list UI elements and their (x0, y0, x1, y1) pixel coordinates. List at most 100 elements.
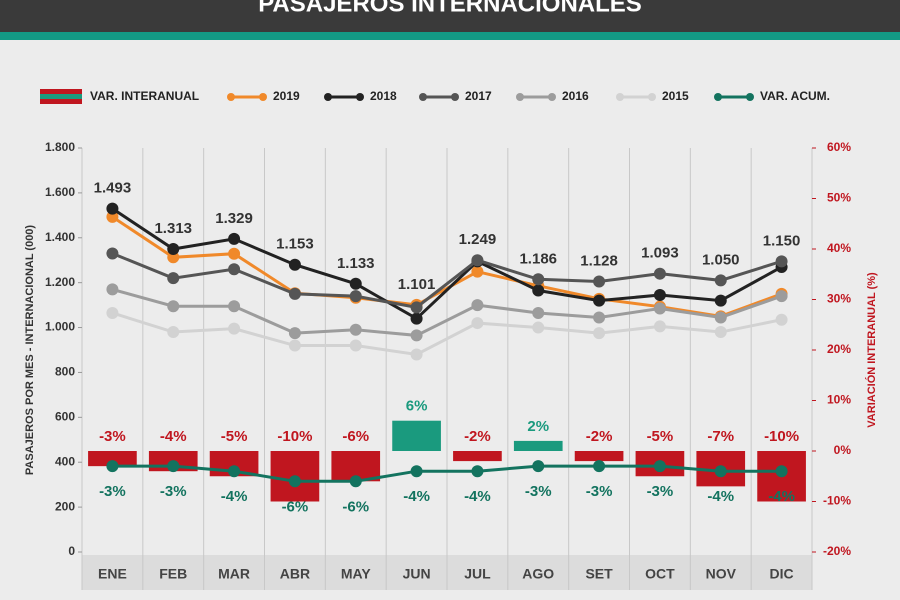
bar-value-label: -3% (99, 428, 126, 445)
line-value-label: -6% (342, 498, 369, 515)
legend-marker (714, 93, 722, 101)
legend-marker (616, 93, 624, 101)
series-point (532, 273, 545, 286)
series-point (593, 275, 606, 288)
bar (392, 420, 441, 451)
x-tick-label: MAY (341, 566, 371, 582)
series-point (532, 284, 545, 297)
line-value-label: -4% (221, 488, 248, 505)
y2-tick-label: 20% (827, 342, 851, 356)
series-point (410, 348, 423, 361)
line-value-label: 1.093 (641, 245, 679, 262)
series-point (228, 300, 241, 313)
bar-value-label: -6% (342, 428, 369, 445)
legend-marker (356, 93, 364, 101)
y2-tick-label: 30% (827, 292, 851, 306)
x-tick-label: AGO (522, 566, 554, 582)
line-value-label: 1.133 (337, 255, 375, 272)
bar-value-label: -2% (586, 428, 613, 445)
line-value-label: 1.150 (763, 232, 801, 249)
legend-marker (419, 93, 427, 101)
bar (574, 451, 624, 462)
line-value-label: -4% (464, 488, 491, 505)
series-point (653, 267, 666, 280)
x-tick-label: JUN (403, 566, 431, 582)
series-line (112, 464, 782, 483)
series-point (228, 465, 241, 478)
line-value-label: -4% (707, 488, 734, 505)
legend-label: 2019 (273, 89, 300, 103)
bar-value-label: -5% (221, 428, 248, 445)
series-point (775, 255, 788, 268)
bar-value-label: -7% (707, 428, 734, 445)
y2-axis-label: VARIACIÓN INTERANUAL (%) (865, 272, 878, 428)
line-value-label: 1.186 (519, 250, 557, 267)
legend-marker (648, 93, 656, 101)
series-point (775, 290, 788, 303)
y2-tick-label: -20% (823, 544, 851, 558)
bar-value-label: 6% (406, 398, 428, 415)
series-point (471, 465, 484, 478)
y-tick-label: 400 (55, 454, 75, 468)
bar-value-label: 2% (527, 418, 549, 435)
bar-value-label: -10% (277, 428, 312, 445)
legend-label: 2015 (662, 89, 689, 103)
y2-tick-label: 10% (827, 393, 851, 407)
series-point (106, 460, 119, 473)
series-point (471, 254, 484, 267)
series-line (111, 311, 782, 357)
line-value-label: 1.329 (215, 210, 253, 227)
series-point (288, 327, 301, 340)
line-value-label: -3% (586, 483, 613, 500)
series-point (532, 460, 545, 473)
legend-marker (451, 93, 459, 101)
x-tick-label: SET (585, 566, 613, 582)
line-value-label: 1.050 (702, 251, 740, 268)
legend-swatch (40, 99, 82, 104)
line-value-label: 1.249 (459, 231, 497, 248)
series-point (228, 263, 241, 276)
x-tick-label: DIC (770, 566, 794, 582)
series-point (106, 202, 119, 215)
x-tick-label: JUL (464, 566, 491, 582)
y-tick-label: 1.000 (45, 320, 75, 334)
series-point (714, 294, 727, 307)
x-tick-label: FEB (159, 566, 187, 582)
x-tick-label: NOV (706, 566, 737, 582)
legend-swatch (40, 94, 82, 99)
y-tick-label: 1.600 (45, 185, 75, 199)
y-tick-label: 0 (68, 544, 75, 558)
bar-value-label: -2% (464, 428, 491, 445)
line-value-label: 1.101 (398, 276, 436, 293)
series-line (111, 207, 783, 321)
series-point (593, 327, 606, 340)
x-tick-label: MAR (218, 566, 250, 582)
legend-label: VAR. ACUM. (760, 89, 830, 103)
series-point (471, 299, 484, 312)
y-tick-label: 1.400 (45, 230, 75, 244)
series-point (167, 460, 180, 473)
series-point (106, 210, 119, 223)
y-tick-label: 1.800 (45, 140, 75, 154)
series-line (112, 287, 783, 337)
chart-title: PASAJEROS INTERNACIONALES (258, 0, 642, 17)
legend-marker (227, 93, 235, 101)
series-point (653, 289, 666, 302)
y-axis-label: PASAJEROS POR MES - INTERNACIONAL (000) (24, 225, 36, 476)
bar-value-label: -4% (160, 428, 187, 445)
x-tick-label: OCT (645, 566, 675, 582)
series-point (106, 283, 119, 296)
series-point (775, 313, 788, 326)
y-tick-label: 200 (55, 499, 75, 513)
line-value-label: -4% (768, 488, 795, 505)
y2-tick-label: 40% (827, 241, 851, 255)
line-value-label: 1.153 (276, 236, 314, 253)
series-point (288, 287, 301, 300)
line-value-label: 1.493 (94, 180, 132, 197)
y-tick-label: 600 (55, 410, 75, 424)
y2-tick-label: 60% (827, 140, 851, 154)
series-point (653, 320, 666, 333)
series-point (653, 460, 666, 473)
series-point (167, 272, 180, 285)
